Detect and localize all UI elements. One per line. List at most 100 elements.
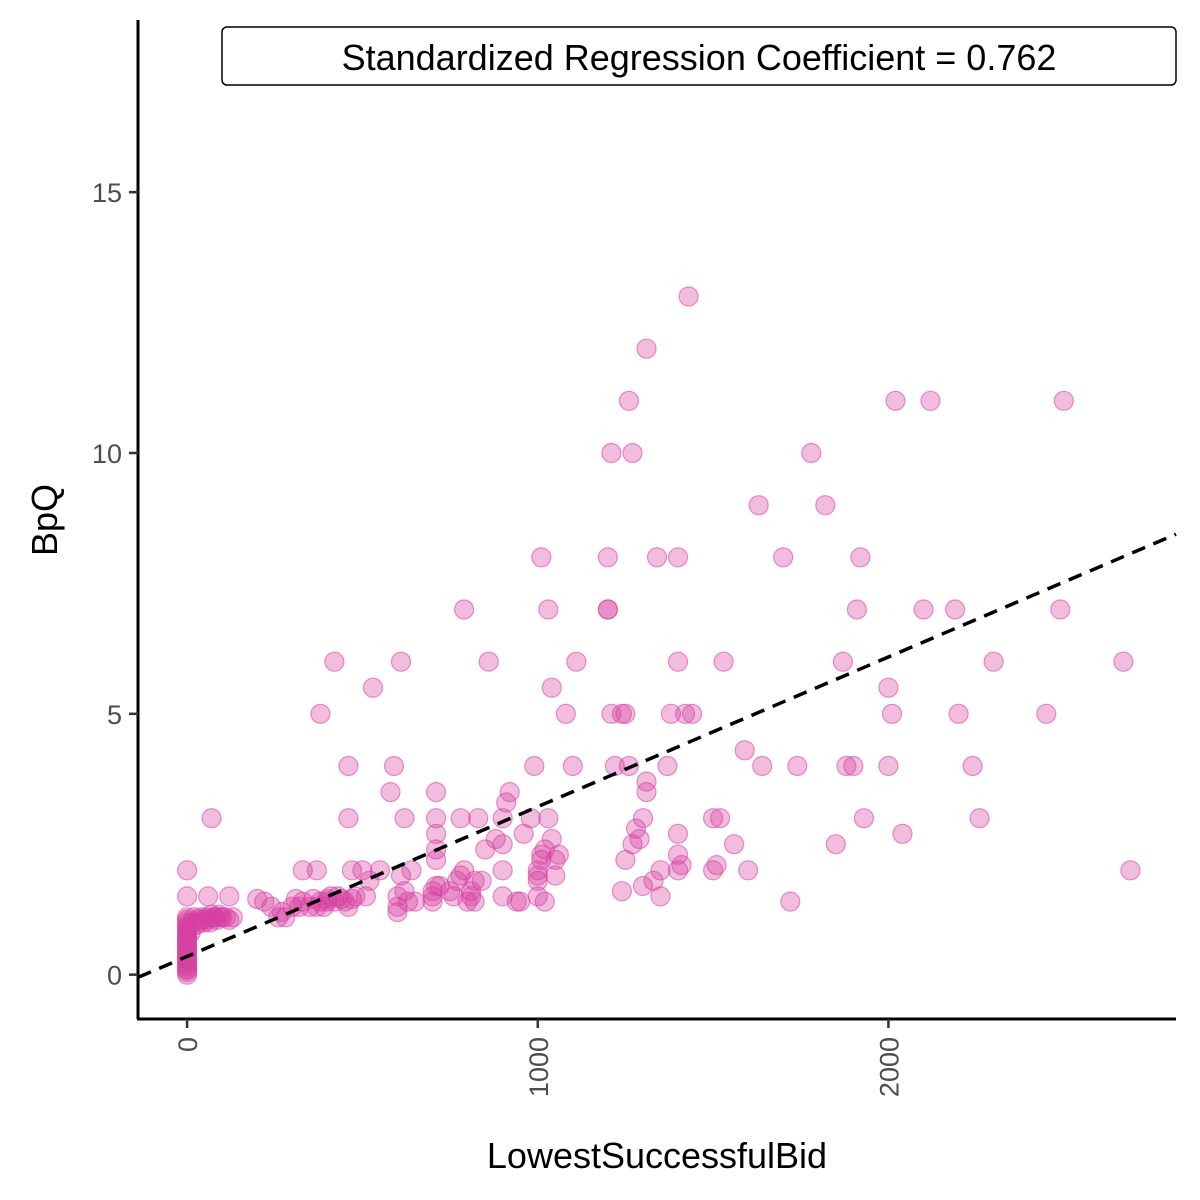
data-point xyxy=(678,286,699,307)
data-point xyxy=(815,495,836,516)
data-point xyxy=(531,547,552,568)
x-tick-label: 1000 xyxy=(524,1037,554,1097)
data-point xyxy=(723,834,745,855)
annotation-frame xyxy=(221,26,1177,86)
data-point xyxy=(832,651,854,672)
data-point xyxy=(390,651,412,672)
data-point xyxy=(885,390,906,411)
data-point xyxy=(709,808,731,829)
data-point xyxy=(527,886,548,907)
data-point xyxy=(468,808,489,829)
data-point xyxy=(426,823,447,844)
data-point xyxy=(380,781,401,803)
data-point xyxy=(450,808,471,829)
data-point xyxy=(983,651,1004,672)
points-layer xyxy=(177,286,1141,985)
data-point xyxy=(538,808,559,829)
data-point xyxy=(618,390,640,411)
regression-line xyxy=(137,532,1177,979)
data-point xyxy=(201,808,222,829)
data-point xyxy=(671,854,692,876)
data-point xyxy=(962,755,983,777)
data-point xyxy=(667,823,689,844)
data-point xyxy=(636,338,657,359)
data-point xyxy=(836,755,857,777)
x-tick-label: 2000 xyxy=(874,1037,904,1097)
data-point xyxy=(632,808,654,829)
data-point xyxy=(773,547,794,568)
data-point xyxy=(485,828,506,850)
data-point xyxy=(464,891,485,912)
data-point xyxy=(969,808,990,829)
data-point xyxy=(404,891,426,912)
data-point xyxy=(801,442,822,464)
data-point xyxy=(920,390,941,411)
data-point xyxy=(667,651,689,672)
data-point xyxy=(681,703,703,724)
data-point xyxy=(650,860,671,881)
y-tick-label: 10 xyxy=(92,439,122,469)
annotation-box: Standardized Regression Coefficient = 0.… xyxy=(221,26,1177,86)
data-point xyxy=(878,677,899,698)
data-point xyxy=(1036,703,1057,724)
data-point xyxy=(646,547,668,568)
data-point xyxy=(478,651,499,672)
y-tick-label: 0 xyxy=(107,961,122,991)
data-point xyxy=(492,860,513,881)
data-point xyxy=(734,740,755,761)
data-point xyxy=(850,547,871,568)
y-tick-label: 5 xyxy=(107,700,122,730)
data-point xyxy=(780,891,801,912)
data-point xyxy=(1113,651,1134,672)
data-point xyxy=(338,755,359,777)
data-point xyxy=(426,808,447,829)
data-point xyxy=(948,703,969,724)
data-point xyxy=(345,886,366,907)
data-point xyxy=(510,891,531,912)
data-point xyxy=(464,870,485,891)
data-point xyxy=(222,907,243,928)
data-point xyxy=(738,860,759,881)
data-point xyxy=(601,442,622,464)
data-point xyxy=(843,755,864,777)
data-point xyxy=(622,442,643,464)
data-point xyxy=(706,854,727,876)
x-axis-ticks: 0 1000 2000 xyxy=(173,1019,904,1097)
data-point xyxy=(667,547,689,568)
data-point xyxy=(846,599,868,620)
data-point xyxy=(454,599,475,620)
data-point xyxy=(254,891,275,912)
y-tick-label: 15 xyxy=(92,178,122,208)
data-point xyxy=(615,703,636,724)
data-point xyxy=(447,870,468,891)
data-point xyxy=(636,781,657,803)
data-point xyxy=(674,703,696,724)
data-point xyxy=(541,677,562,698)
data-point xyxy=(545,865,566,886)
data-point xyxy=(597,599,619,620)
y-axis-ticks: 0 5 10 15 xyxy=(92,178,138,991)
data-point xyxy=(566,651,587,672)
data-point xyxy=(752,755,773,777)
data-point xyxy=(426,781,447,803)
data-point xyxy=(198,886,219,907)
data-point xyxy=(383,755,405,777)
data-point xyxy=(454,860,475,881)
data-point xyxy=(362,677,384,698)
data-point xyxy=(636,771,657,792)
data-point xyxy=(387,901,408,923)
data-point xyxy=(629,828,650,850)
data-point xyxy=(499,781,520,803)
y-axis-title: BpQ xyxy=(24,484,65,556)
data-point xyxy=(1120,860,1141,881)
data-point xyxy=(355,886,376,907)
data-point xyxy=(825,834,846,855)
data-point xyxy=(1050,599,1071,620)
data-point xyxy=(713,651,734,672)
x-tick-label: 0 xyxy=(173,1037,203,1052)
data-point xyxy=(471,870,492,891)
data-point xyxy=(177,959,198,980)
data-point xyxy=(397,891,419,912)
data-point xyxy=(601,703,622,724)
